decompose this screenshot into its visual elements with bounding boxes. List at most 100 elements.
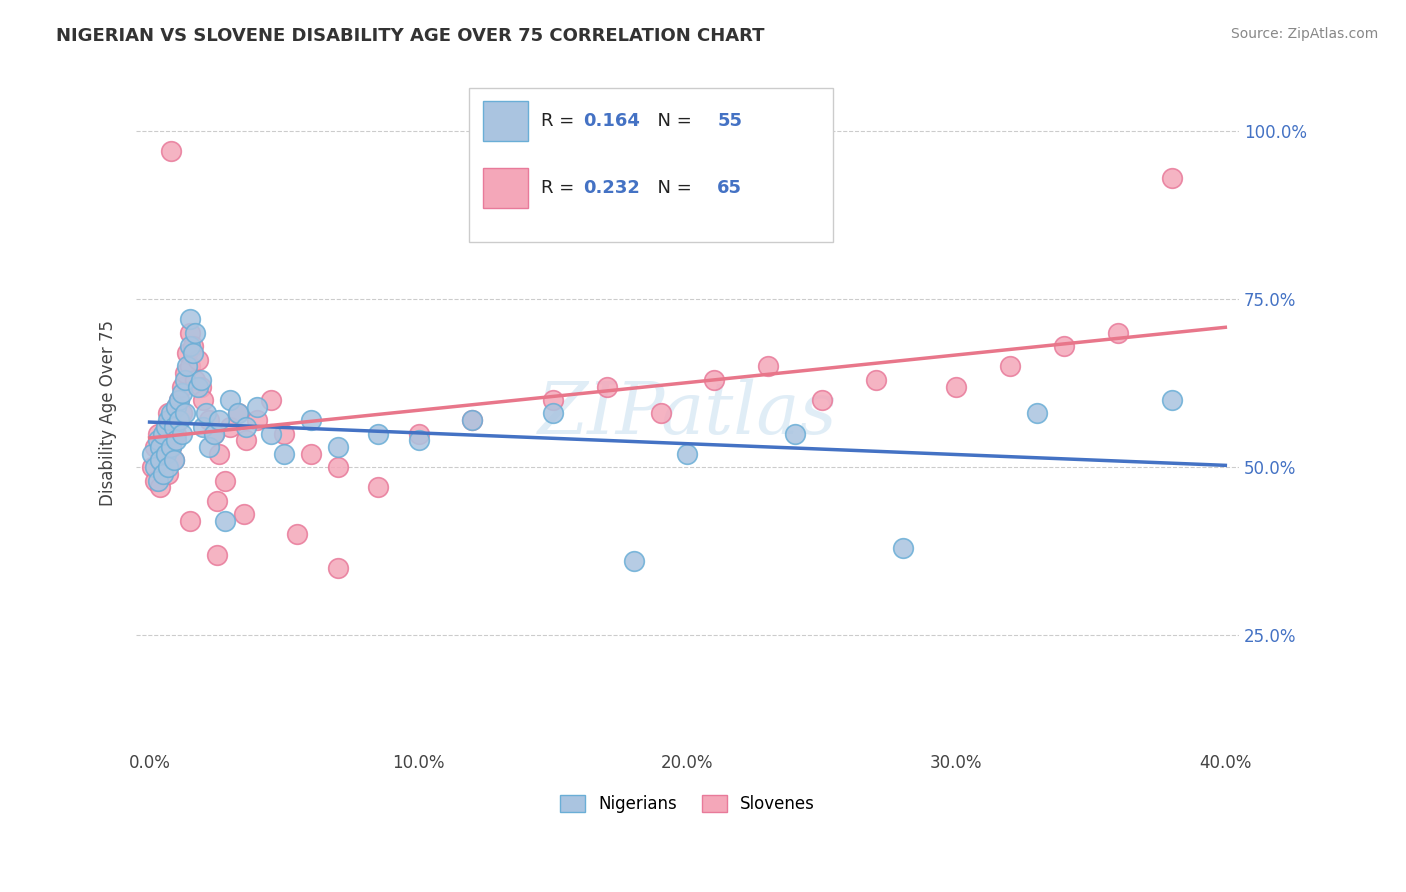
- Point: [891, 541, 914, 555]
- Point: [149, 453, 172, 467]
- Point: [181, 346, 204, 360]
- Point: [157, 460, 180, 475]
- Text: R =: R =: [541, 112, 579, 130]
- Text: 55: 55: [717, 112, 742, 130]
- Text: 65: 65: [717, 179, 742, 197]
- Point: [541, 392, 564, 407]
- Point: [173, 406, 195, 420]
- Point: [756, 359, 779, 374]
- Point: [157, 406, 180, 420]
- Point: [187, 379, 209, 393]
- Point: [160, 440, 183, 454]
- Point: [173, 373, 195, 387]
- Point: [146, 474, 169, 488]
- Point: [179, 514, 201, 528]
- Point: [208, 447, 231, 461]
- Point: [596, 379, 619, 393]
- Point: [167, 392, 190, 407]
- Point: [326, 440, 349, 454]
- FancyBboxPatch shape: [470, 87, 832, 242]
- Point: [461, 413, 484, 427]
- Point: [197, 413, 219, 427]
- Point: [865, 373, 887, 387]
- Point: [176, 359, 198, 374]
- Point: [259, 392, 281, 407]
- Point: [326, 561, 349, 575]
- Point: [149, 480, 172, 494]
- Point: [176, 346, 198, 360]
- Point: [146, 426, 169, 441]
- Point: [197, 440, 219, 454]
- Point: [202, 426, 225, 441]
- Point: [163, 453, 186, 467]
- Point: [173, 366, 195, 380]
- Text: Source: ZipAtlas.com: Source: ZipAtlas.com: [1230, 27, 1378, 41]
- Point: [163, 453, 186, 467]
- Point: [165, 426, 187, 441]
- Point: [299, 447, 322, 461]
- Point: [193, 392, 215, 407]
- Point: [287, 527, 309, 541]
- Point: [235, 420, 257, 434]
- Point: [179, 312, 201, 326]
- Point: [650, 406, 672, 420]
- Point: [246, 400, 269, 414]
- Text: NIGERIAN VS SLOVENE DISABILITY AGE OVER 75 CORRELATION CHART: NIGERIAN VS SLOVENE DISABILITY AGE OVER …: [56, 27, 765, 45]
- Point: [165, 434, 187, 448]
- Point: [155, 447, 177, 461]
- Point: [193, 420, 215, 434]
- Point: [141, 447, 163, 461]
- Point: [152, 460, 174, 475]
- Point: [179, 326, 201, 340]
- Point: [205, 548, 228, 562]
- Point: [214, 514, 236, 528]
- Point: [208, 413, 231, 427]
- Point: [226, 406, 249, 420]
- Point: [160, 406, 183, 420]
- Point: [273, 447, 295, 461]
- Point: [165, 400, 187, 414]
- Text: N =: N =: [645, 179, 697, 197]
- Point: [155, 420, 177, 434]
- Point: [367, 426, 389, 441]
- FancyBboxPatch shape: [484, 101, 527, 141]
- Point: [143, 474, 166, 488]
- Point: [1160, 171, 1182, 186]
- Point: [219, 420, 242, 434]
- Point: [408, 434, 430, 448]
- Point: [205, 493, 228, 508]
- Point: [179, 359, 201, 374]
- FancyBboxPatch shape: [484, 169, 527, 209]
- Text: ZIPatlas: ZIPatlas: [537, 378, 837, 449]
- Point: [190, 379, 212, 393]
- Point: [195, 406, 218, 420]
- Point: [998, 359, 1021, 374]
- Point: [163, 420, 186, 434]
- Point: [179, 339, 201, 353]
- Point: [143, 460, 166, 475]
- Point: [152, 467, 174, 481]
- Point: [160, 145, 183, 159]
- Point: [461, 413, 484, 427]
- Point: [226, 406, 249, 420]
- Point: [703, 373, 725, 387]
- Point: [152, 426, 174, 441]
- Point: [219, 392, 242, 407]
- Point: [170, 406, 193, 420]
- Point: [1053, 339, 1076, 353]
- Point: [155, 420, 177, 434]
- Point: [676, 447, 699, 461]
- Point: [157, 413, 180, 427]
- Point: [783, 426, 806, 441]
- Point: [1160, 392, 1182, 407]
- Point: [184, 326, 207, 340]
- Point: [170, 426, 193, 441]
- Text: 0.232: 0.232: [582, 179, 640, 197]
- Point: [214, 474, 236, 488]
- Point: [170, 379, 193, 393]
- Point: [143, 440, 166, 454]
- Text: R =: R =: [541, 179, 579, 197]
- Point: [187, 352, 209, 367]
- Point: [155, 447, 177, 461]
- Point: [623, 554, 645, 568]
